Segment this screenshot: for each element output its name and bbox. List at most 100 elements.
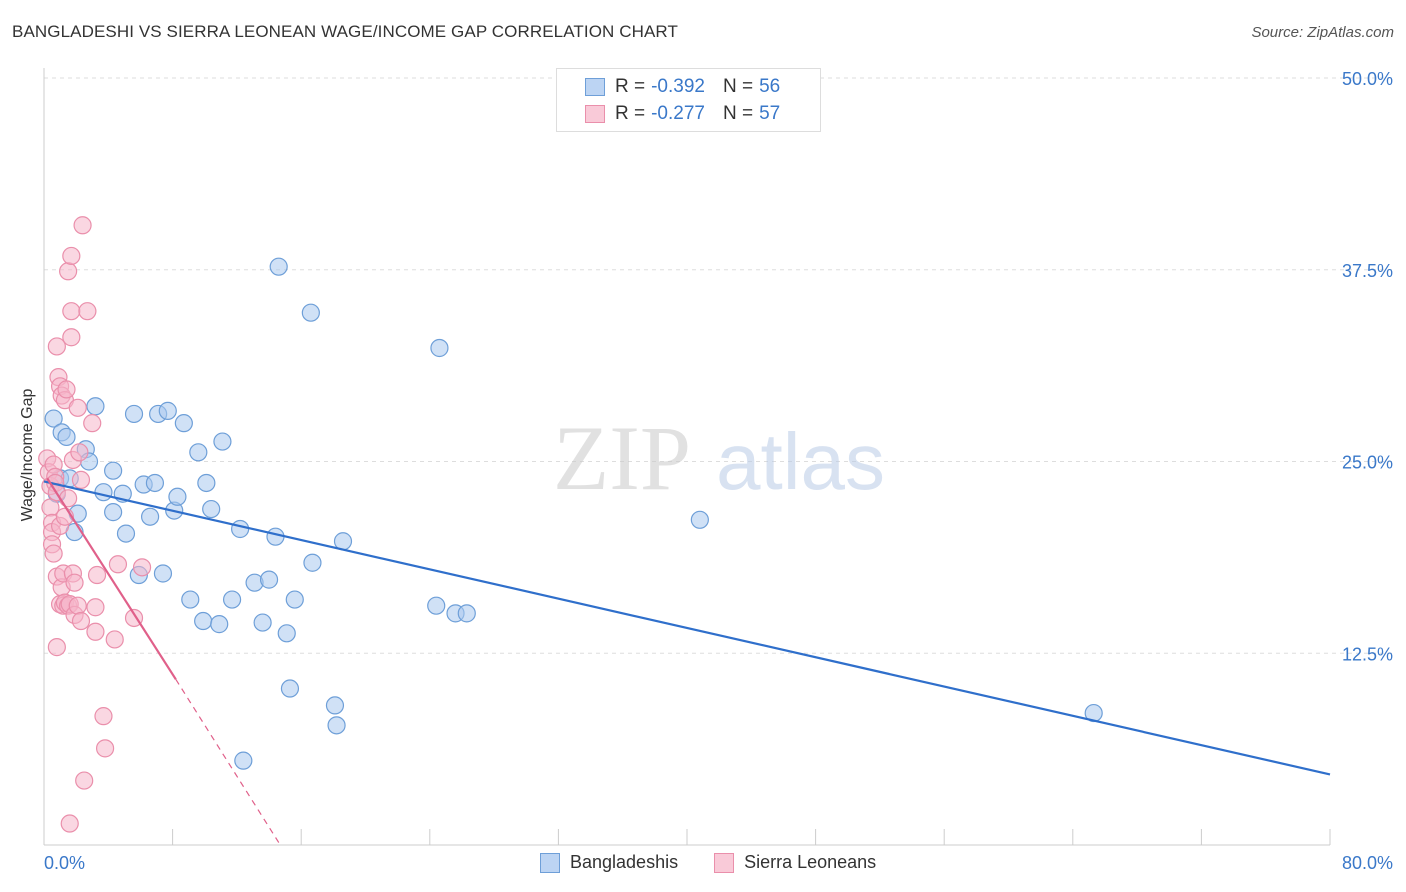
sierra-leonean-point: [87, 565, 107, 585]
bangladeshi-point: [259, 570, 279, 589]
bangladeshi-point: [124, 404, 144, 424]
bangladeshi-point: [197, 473, 216, 493]
x-tick-label-min: 0.0%: [44, 853, 85, 873]
sierra-leonean-point: [105, 630, 124, 649]
legend-row-sierra-leoneans: R = -0.277 N = 57: [585, 102, 780, 126]
bangladeshi-point: [430, 338, 449, 358]
sierra-leonean-point: [86, 598, 105, 617]
sierra-leonean-point: [65, 573, 84, 592]
bangladeshi-point: [174, 414, 193, 433]
bangladeshi-point: [44, 409, 63, 428]
bangladeshi-point: [153, 564, 173, 583]
sierra-leonean-point: [62, 302, 81, 321]
sierra-leonean-point: [59, 262, 78, 281]
sierra-leonean-point: [132, 558, 152, 577]
bangladeshi-point: [285, 590, 304, 609]
bangladeshi-point: [168, 487, 187, 506]
sierra-leonean-point: [44, 544, 63, 563]
bangladeshi-point: [231, 519, 250, 539]
y-tick-label: 50.0%: [1342, 69, 1393, 89]
bangladeshi-point: [189, 443, 208, 462]
bangladeshi-point: [266, 527, 285, 546]
legend-n-label: N =: [722, 103, 754, 124]
legend-n-value: 57: [759, 103, 781, 124]
legend-swatch-pink: [585, 105, 605, 123]
sierra-leonean-trendline: [46, 477, 177, 680]
sierra-leonean-point: [62, 328, 81, 347]
sierra-leonean-point: [73, 216, 92, 235]
sierra-leonean-point: [57, 380, 76, 399]
sierra-leonean-trendline-extrapolated: [175, 679, 281, 846]
bangladeshi-point: [158, 401, 177, 420]
bangladeshi-point: [325, 696, 345, 715]
chart-source: Source: ZipAtlas.com: [1251, 24, 1394, 41]
sierra-leonean-point: [71, 611, 91, 631]
legend-item-sierra-leoneans[interactable]: Sierra Leoneans: [714, 852, 876, 873]
sierra-leonean-point: [41, 498, 60, 517]
bangladeshi-point: [690, 510, 709, 529]
sierra-leonean-point: [68, 398, 87, 417]
y-tick-label: 25.0%: [1342, 453, 1393, 473]
sierra-leonean-point: [83, 414, 102, 433]
legend-label-bangladeshis: Bangladeshis: [570, 852, 679, 872]
sierra-leonean-point: [95, 739, 115, 758]
bangladeshi-point: [213, 432, 232, 451]
bangladeshi-point: [327, 716, 346, 735]
y-tick-label: 37.5%: [1342, 261, 1393, 281]
bangladeshi-point: [301, 303, 320, 322]
bangladeshi-point: [86, 397, 105, 416]
bangladeshi-point: [145, 473, 165, 493]
bangladeshi-point: [210, 615, 229, 634]
bangladeshi-point: [181, 590, 200, 609]
bangladeshi-point: [253, 613, 272, 632]
sierra-leonean-point: [78, 302, 97, 321]
watermark-zip: ZIP: [553, 407, 691, 509]
legend-item-bangladeshis[interactable]: Bangladeshis: [540, 852, 678, 873]
correlation-legend: R = -0.392 N = 56 R = -0.277 N = 57: [556, 68, 821, 132]
bangladeshi-point: [104, 461, 123, 480]
bangladeshi-point: [269, 257, 288, 276]
sierra-leonean-point: [59, 489, 78, 508]
x-tick-label-max: 80.0%: [1342, 853, 1393, 873]
bangladeshi-point: [202, 499, 221, 519]
bangladeshi-point: [104, 503, 123, 522]
sierra-leonean-point: [108, 555, 128, 574]
bangladeshi-point: [222, 590, 242, 609]
bangladeshi-point: [234, 751, 253, 770]
sierra-leonean-point: [47, 337, 66, 356]
sierra-leonean-point: [60, 814, 79, 833]
sierra-leonean-point: [86, 622, 105, 641]
series-legend: Bangladeshis Sierra Leoneans: [540, 852, 912, 873]
legend-swatch-blue: [585, 78, 605, 96]
sierra-leonean-point: [94, 707, 113, 726]
legend-label-sierra-leoneans: Sierra Leoneans: [744, 852, 877, 872]
bangladeshi-point: [57, 427, 76, 447]
sierra-leonean-point: [75, 771, 94, 790]
legend-n-value: 56: [759, 76, 781, 97]
bangladeshi-point: [194, 611, 213, 631]
bangladeshi-point: [140, 507, 160, 526]
bangladeshi-point: [116, 524, 136, 543]
legend-n-label: N =: [722, 76, 754, 97]
legend-r-label: R =: [615, 103, 646, 124]
sierra-leonean-point: [68, 596, 87, 615]
y-axis-label: Wage/Income Gap: [19, 389, 36, 522]
sierra-leonean-point: [47, 638, 66, 657]
bangladeshi-point: [280, 679, 300, 698]
legend-r-value: -0.392: [651, 76, 705, 97]
watermark-atlas: atlas: [716, 417, 885, 506]
bangladeshi-point: [457, 604, 476, 623]
bangladeshi-point: [303, 553, 322, 572]
legend-r-value: -0.277: [651, 103, 705, 124]
bangladeshi-point: [94, 483, 113, 502]
bangladeshi-point: [277, 624, 296, 643]
y-tick-label: 12.5%: [1342, 644, 1393, 664]
legend-swatch-pink: [714, 852, 735, 873]
sierra-leonean-point: [71, 470, 91, 490]
chart-title: BANGLADESHI VS SIERRA LEONEAN WAGE/INCOM…: [12, 22, 678, 41]
legend-swatch-blue: [540, 852, 560, 873]
legend-r-label: R =: [615, 76, 646, 97]
legend-row-bangladeshis: R = -0.392 N = 56: [585, 75, 780, 99]
bangladeshi-trendline: [43, 480, 1331, 776]
